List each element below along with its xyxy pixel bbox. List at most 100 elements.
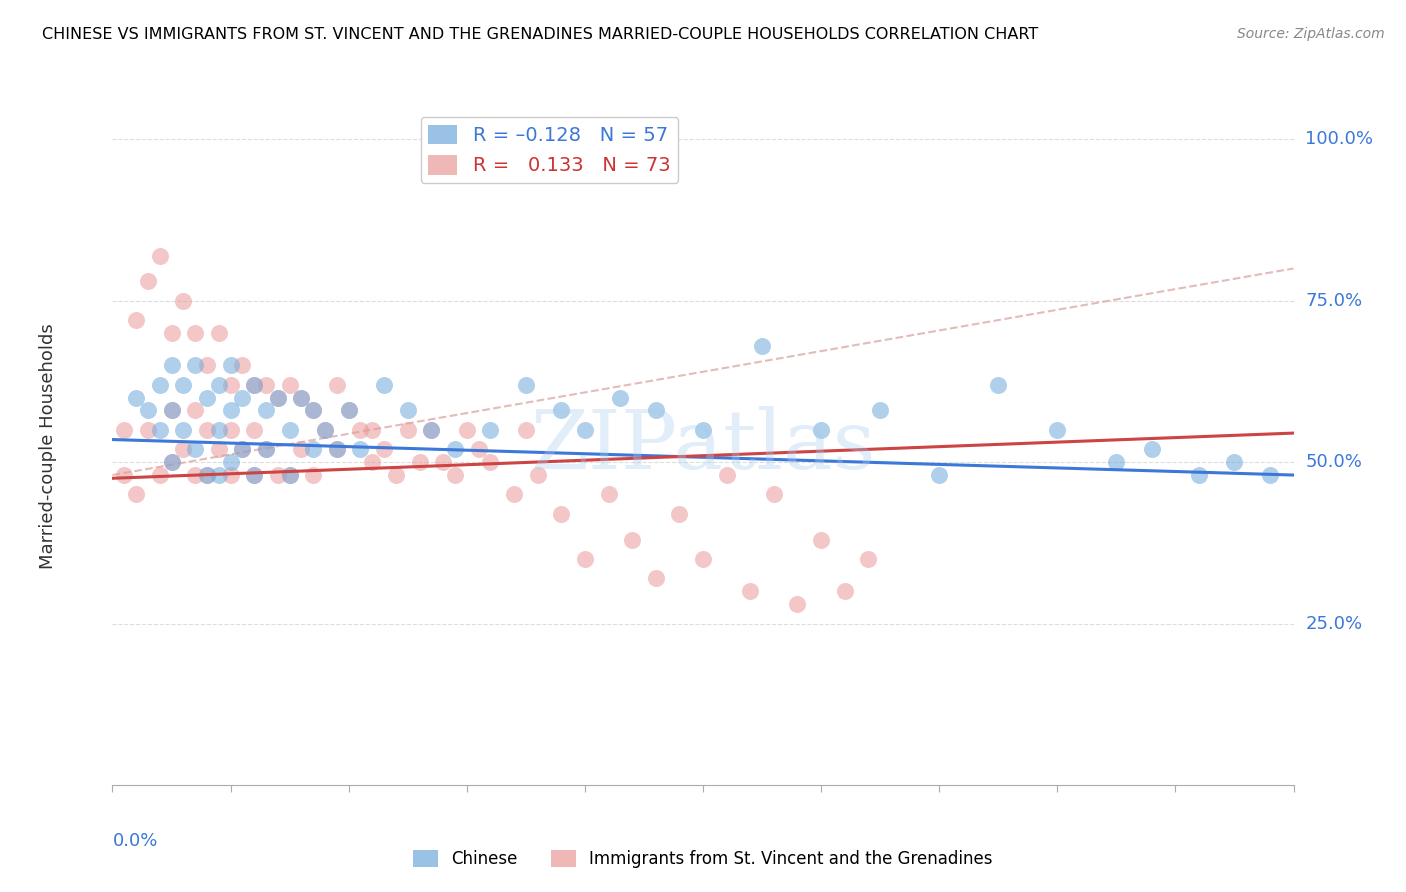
Point (302, 403, 325, 417)
Text: 25.0%: 25.0% (1305, 615, 1362, 632)
Point (762, 487, 785, 501)
Point (396, 403, 419, 417)
Point (231, 442, 253, 457)
Point (385, 468, 408, 483)
Point (208, 377, 231, 392)
Point (314, 423, 336, 437)
Point (136, 403, 159, 417)
Point (278, 377, 301, 392)
Point (267, 391, 290, 405)
Text: Source: ZipAtlas.com: Source: ZipAtlas.com (1237, 27, 1385, 41)
Point (195, 359, 218, 373)
Point (195, 468, 218, 483)
Point (408, 455, 430, 469)
Legend: R = –0.128   N = 57, R =   0.133   N = 73: R = –0.128 N = 57, R = 0.133 N = 73 (420, 117, 679, 183)
Point (349, 442, 371, 457)
Point (290, 391, 312, 405)
Point (337, 403, 360, 417)
Point (644, 571, 666, 585)
Point (373, 377, 395, 392)
Point (716, 468, 738, 483)
Point (208, 442, 231, 457)
Point (869, 403, 891, 417)
Point (112, 468, 135, 483)
Point (326, 442, 349, 457)
Point (160, 359, 183, 373)
Point (574, 552, 596, 566)
Point (184, 326, 207, 340)
Text: 0.0%: 0.0% (112, 832, 157, 850)
Point (254, 403, 277, 417)
Point (444, 442, 467, 457)
Point (184, 468, 207, 483)
Point (987, 377, 1010, 392)
Point (243, 377, 266, 392)
Point (1188, 468, 1211, 483)
Point (420, 423, 443, 437)
Legend: Chinese, Immigrants from St. Vincent and the Grenadines: Chinese, Immigrants from St. Vincent and… (406, 843, 1000, 875)
Point (160, 455, 183, 469)
Point (149, 377, 172, 392)
Point (598, 487, 620, 501)
Point (243, 423, 266, 437)
Point (621, 533, 644, 547)
Point (231, 391, 253, 405)
Point (550, 403, 572, 417)
Point (290, 391, 312, 405)
Point (668, 507, 690, 521)
Point (373, 442, 395, 457)
Point (740, 584, 762, 599)
Point (1046, 423, 1069, 437)
Point (290, 442, 312, 457)
Point (243, 468, 266, 483)
Point (609, 391, 631, 405)
Point (195, 391, 218, 405)
Point (644, 403, 666, 417)
Point (254, 377, 277, 392)
Point (302, 468, 325, 483)
Point (219, 423, 242, 437)
Point (208, 423, 231, 437)
Point (172, 293, 194, 308)
Point (219, 403, 242, 417)
Point (526, 468, 548, 483)
Point (149, 468, 172, 483)
Point (278, 423, 301, 437)
Point (160, 455, 183, 469)
Point (172, 377, 194, 392)
Point (184, 359, 207, 373)
Point (1258, 468, 1281, 483)
Point (479, 423, 502, 437)
Point (219, 377, 242, 392)
Point (243, 377, 266, 392)
Point (149, 248, 172, 262)
Point (326, 377, 349, 392)
Point (219, 468, 242, 483)
Point (195, 468, 218, 483)
Point (361, 423, 384, 437)
Point (219, 455, 242, 469)
Point (302, 442, 325, 457)
Point (337, 403, 360, 417)
Point (349, 423, 371, 437)
Point (254, 442, 277, 457)
Point (928, 468, 950, 483)
Text: ZIPatlas: ZIPatlas (530, 406, 876, 486)
Point (550, 507, 572, 521)
Point (314, 423, 336, 437)
Point (479, 455, 502, 469)
Point (160, 403, 183, 417)
Point (149, 423, 172, 437)
Point (160, 403, 183, 417)
Point (208, 326, 231, 340)
Point (136, 423, 159, 437)
Point (786, 597, 808, 611)
Point (136, 274, 159, 288)
Text: CHINESE VS IMMIGRANTS FROM ST. VINCENT AND THE GRENADINES MARRIED-COUPLE HOUSEHO: CHINESE VS IMMIGRANTS FROM ST. VINCENT A… (42, 27, 1039, 42)
Point (125, 391, 148, 405)
Point (326, 442, 349, 457)
Text: 100.0%: 100.0% (1305, 130, 1374, 148)
Point (267, 468, 290, 483)
Point (231, 359, 253, 373)
Text: 50.0%: 50.0% (1305, 453, 1362, 471)
